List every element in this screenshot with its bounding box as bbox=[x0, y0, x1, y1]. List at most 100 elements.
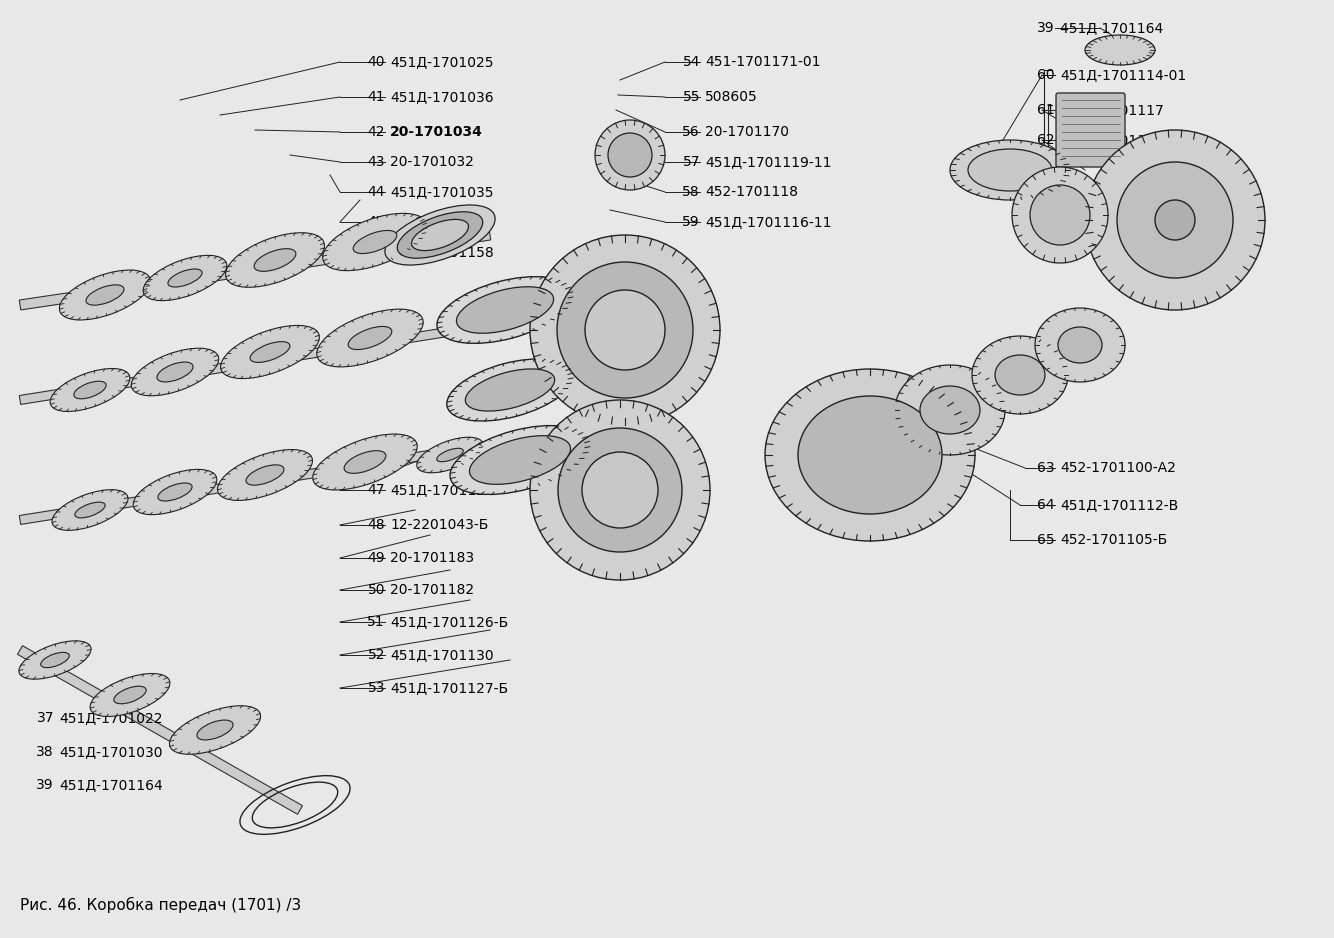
Ellipse shape bbox=[316, 310, 423, 367]
Text: 43: 43 bbox=[367, 155, 386, 169]
FancyBboxPatch shape bbox=[1057, 93, 1125, 167]
Ellipse shape bbox=[798, 396, 942, 514]
Ellipse shape bbox=[436, 448, 463, 461]
Circle shape bbox=[586, 290, 666, 370]
Ellipse shape bbox=[217, 449, 312, 500]
Ellipse shape bbox=[470, 435, 571, 484]
Ellipse shape bbox=[1058, 327, 1102, 363]
Text: 451Д 1701164: 451Д 1701164 bbox=[1061, 21, 1163, 35]
Ellipse shape bbox=[169, 705, 260, 754]
Text: 451Д-1701130: 451Д-1701130 bbox=[390, 648, 494, 662]
Text: 451Д-1701158: 451Д-1701158 bbox=[390, 245, 494, 259]
Text: 54: 54 bbox=[683, 55, 700, 69]
Polygon shape bbox=[19, 446, 460, 524]
Ellipse shape bbox=[85, 285, 124, 305]
Text: 38: 38 bbox=[36, 745, 53, 759]
Text: 39: 39 bbox=[1038, 21, 1055, 35]
Ellipse shape bbox=[143, 255, 227, 301]
Text: 508605: 508605 bbox=[704, 90, 758, 104]
Ellipse shape bbox=[920, 386, 980, 434]
Ellipse shape bbox=[995, 355, 1045, 395]
Text: 52: 52 bbox=[367, 648, 386, 662]
Circle shape bbox=[608, 133, 652, 177]
Text: 12-2201043-Б: 12-2201043-Б bbox=[390, 518, 488, 532]
Ellipse shape bbox=[466, 369, 555, 411]
Text: 58: 58 bbox=[683, 185, 700, 199]
Text: 64: 64 bbox=[1038, 498, 1055, 512]
Ellipse shape bbox=[133, 469, 217, 515]
Text: 37: 37 bbox=[36, 711, 53, 725]
Ellipse shape bbox=[323, 213, 427, 271]
Text: 63: 63 bbox=[1038, 461, 1055, 475]
Ellipse shape bbox=[344, 450, 386, 474]
Ellipse shape bbox=[348, 326, 392, 350]
Text: 48: 48 bbox=[367, 518, 386, 532]
Polygon shape bbox=[828, 326, 1097, 474]
Text: 20-1701032: 20-1701032 bbox=[390, 155, 474, 169]
Circle shape bbox=[1030, 185, 1090, 245]
Text: 56: 56 bbox=[683, 125, 700, 139]
Text: 20-1701034: 20-1701034 bbox=[390, 125, 483, 139]
Ellipse shape bbox=[225, 233, 324, 287]
Text: 451Д-1701030: 451Д-1701030 bbox=[59, 745, 163, 759]
Ellipse shape bbox=[52, 490, 128, 530]
Ellipse shape bbox=[354, 231, 396, 253]
Ellipse shape bbox=[19, 641, 91, 679]
Text: 451Д-1701114-01: 451Д-1701114-01 bbox=[1061, 68, 1186, 82]
Text: 49: 49 bbox=[367, 551, 386, 565]
Text: 451Д-1701035: 451Д-1701035 bbox=[390, 185, 494, 199]
Text: 452-1701105-Б: 452-1701105-Б bbox=[1061, 533, 1167, 547]
Ellipse shape bbox=[91, 673, 169, 717]
Text: 41: 41 bbox=[367, 90, 386, 104]
Ellipse shape bbox=[972, 336, 1069, 414]
Text: 44: 44 bbox=[367, 185, 386, 199]
Ellipse shape bbox=[447, 359, 574, 421]
Text: 452-1701100-А2: 452-1701100-А2 bbox=[1061, 461, 1175, 475]
Text: Рис. 46. Коробка передач (1701) /3: Рис. 46. Коробка передач (1701) /3 bbox=[20, 897, 301, 913]
Text: 62: 62 bbox=[1038, 133, 1055, 147]
Polygon shape bbox=[17, 645, 303, 814]
Ellipse shape bbox=[157, 483, 192, 501]
Text: 452-1701118: 452-1701118 bbox=[704, 185, 798, 199]
Circle shape bbox=[595, 120, 666, 190]
Text: 451Д-1701025: 451Д-1701025 bbox=[390, 55, 494, 69]
Text: 451Д-1701112-В: 451Д-1701112-В bbox=[1061, 498, 1178, 512]
Text: 46: 46 bbox=[367, 245, 386, 259]
Text: 57: 57 bbox=[683, 155, 700, 169]
Circle shape bbox=[1085, 130, 1265, 310]
Text: 65: 65 bbox=[1038, 533, 1055, 547]
Text: 50: 50 bbox=[367, 583, 386, 597]
Text: 39: 39 bbox=[36, 778, 53, 792]
Ellipse shape bbox=[764, 369, 975, 541]
Circle shape bbox=[558, 262, 692, 398]
Circle shape bbox=[530, 400, 710, 580]
Ellipse shape bbox=[450, 426, 590, 494]
Circle shape bbox=[1013, 167, 1109, 263]
Text: 20-1701183: 20-1701183 bbox=[390, 551, 474, 565]
Text: 451Д-1701120: 451Д-1701120 bbox=[390, 215, 494, 229]
Text: 451Д-1701122: 451Д-1701122 bbox=[390, 483, 494, 497]
Ellipse shape bbox=[75, 502, 105, 518]
Ellipse shape bbox=[249, 341, 289, 362]
Ellipse shape bbox=[1085, 35, 1155, 65]
Text: 60: 60 bbox=[1038, 68, 1055, 82]
Circle shape bbox=[582, 452, 658, 528]
Text: 451Д-1701126-Б: 451Д-1701126-Б bbox=[390, 615, 508, 629]
Ellipse shape bbox=[950, 140, 1070, 200]
Ellipse shape bbox=[456, 287, 554, 333]
Text: 451Д-1701127-Б: 451Д-1701127-Б bbox=[390, 681, 508, 695]
Ellipse shape bbox=[197, 720, 233, 740]
Ellipse shape bbox=[60, 270, 151, 320]
Text: 47: 47 bbox=[367, 483, 386, 497]
Ellipse shape bbox=[131, 348, 219, 396]
Polygon shape bbox=[19, 325, 460, 404]
Circle shape bbox=[1155, 200, 1195, 240]
Ellipse shape bbox=[41, 652, 69, 668]
Ellipse shape bbox=[245, 465, 284, 485]
Text: 53: 53 bbox=[367, 681, 386, 695]
Text: 59: 59 bbox=[683, 215, 700, 229]
Ellipse shape bbox=[416, 437, 483, 473]
Text: 451Д-1701036: 451Д-1701036 bbox=[390, 90, 494, 104]
Text: 51: 51 bbox=[367, 615, 386, 629]
Ellipse shape bbox=[968, 149, 1053, 191]
